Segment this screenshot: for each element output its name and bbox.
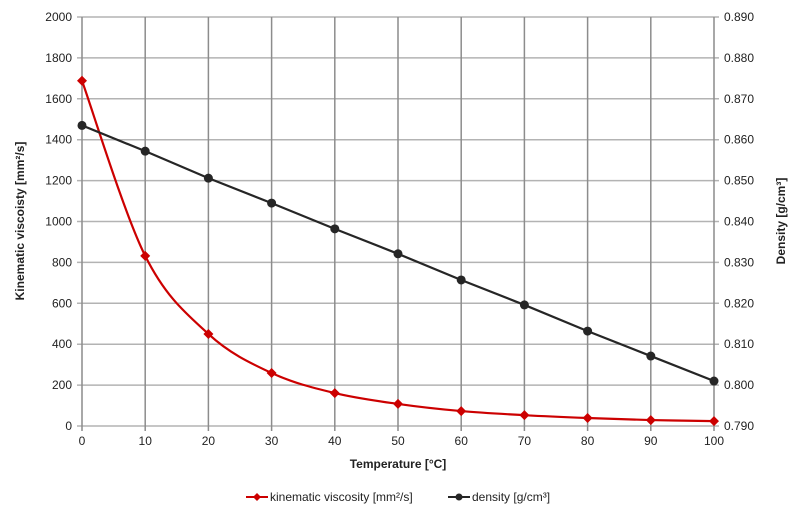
data-point-circle [393, 249, 403, 259]
y2-tick-label: 0.830 [724, 255, 754, 269]
legend-circle-icon [455, 493, 463, 501]
y2-tick-label: 0.800 [724, 378, 754, 392]
legend-label: kinematic viscosity [mm²/s] [270, 490, 413, 504]
y2-tick-label: 0.790 [724, 419, 754, 433]
y-tick-label: 1200 [45, 174, 72, 188]
x-tick-label: 80 [581, 434, 595, 448]
x-tick-label: 50 [391, 434, 405, 448]
y-tick-label: 1400 [45, 133, 72, 147]
x-tick-label: 0 [79, 434, 86, 448]
y-tick-label: 200 [52, 378, 72, 392]
y2-tick-label: 0.860 [724, 133, 754, 147]
data-point-circle [519, 300, 529, 310]
y-tick-label: 1600 [45, 92, 72, 106]
y2-tick-label: 0.870 [724, 92, 754, 106]
y-axis-title: Kinematic viscoisty [mm²/s] [13, 142, 27, 301]
data-point-diamond [582, 413, 593, 424]
data-point-diamond [645, 415, 656, 426]
data-point-circle [646, 351, 656, 361]
data-point-circle [709, 376, 719, 386]
grid [77, 16, 719, 431]
x-tick-label: 70 [518, 434, 532, 448]
y2-axis-title: Density [g/cm³] [774, 178, 788, 265]
data-point-diamond [709, 416, 719, 427]
x-tick-label: 10 [139, 434, 153, 448]
y-tick-label: 2000 [45, 10, 72, 24]
data-point-diamond [140, 250, 151, 261]
y-tick-label: 600 [52, 296, 72, 310]
data-point-circle [267, 198, 277, 208]
y2-tick-label: 0.890 [724, 10, 754, 24]
y-tick-label: 1000 [45, 215, 72, 229]
data-point-diamond [519, 410, 530, 421]
data-point-circle [456, 275, 466, 285]
x-tick-label: 30 [265, 434, 279, 448]
x-tick-label: 90 [644, 434, 658, 448]
data-point-circle [77, 120, 87, 130]
x-tick-label: 20 [202, 434, 216, 448]
y-tick-label: 0 [65, 419, 72, 433]
data-point-diamond [456, 406, 467, 417]
legend-label: density [g/cm³] [472, 490, 550, 504]
data-point-diamond [329, 388, 340, 399]
data-point-diamond [203, 328, 214, 339]
data-point-diamond [77, 75, 87, 86]
legend-item-viscosity[interactable]: kinematic viscosity [mm²/s] [246, 490, 413, 504]
series [77, 75, 719, 427]
legend-diamond-icon [253, 493, 261, 501]
y2-tick-label: 0.880 [724, 51, 754, 65]
y-tick-label: 800 [52, 255, 72, 269]
x-axis-title: Temperature [°C] [350, 457, 447, 471]
data-point-diamond [393, 398, 403, 409]
legend-item-density[interactable]: density [g/cm³] [448, 490, 550, 504]
data-point-diamond [266, 368, 277, 379]
legend: kinematic viscosity [mm²/s] density [g/c… [246, 490, 550, 504]
x-tick-label: 100 [704, 434, 724, 448]
y2-tick-label: 0.820 [724, 296, 754, 310]
data-point-circle [203, 173, 213, 183]
x-tick-label: 60 [455, 434, 469, 448]
y2-tick-label: 0.810 [724, 337, 754, 351]
data-point-circle [330, 224, 340, 234]
data-point-circle [583, 326, 593, 336]
x-tick-label: 40 [328, 434, 342, 448]
y2-tick-label: 0.840 [724, 215, 754, 229]
y2-tick-label: 0.850 [724, 174, 754, 188]
y-tick-label: 400 [52, 337, 72, 351]
data-point-circle [140, 146, 150, 156]
y-tick-label: 1800 [45, 51, 72, 65]
